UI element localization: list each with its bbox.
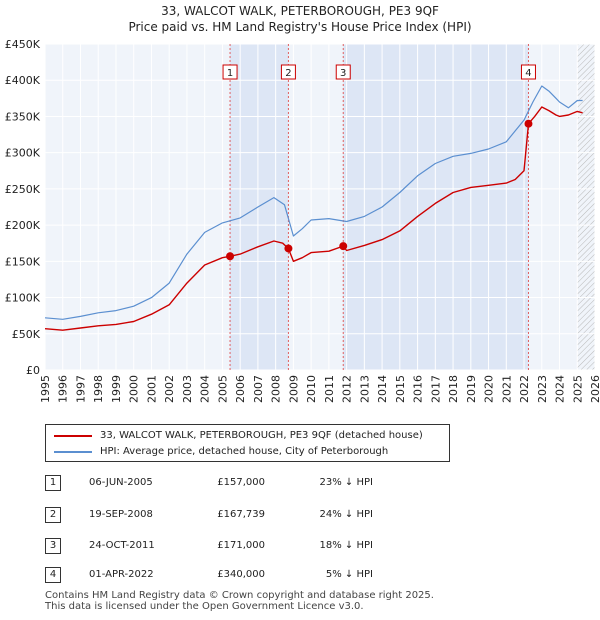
sale-point — [524, 119, 533, 128]
y-tick-label: £100K — [5, 292, 41, 305]
x-tick-label: 2013 — [358, 375, 371, 403]
y-tick-label: £0 — [26, 364, 40, 377]
x-tick-label: 2010 — [305, 375, 318, 403]
x-tick-label: 2011 — [323, 375, 336, 403]
x-tick-label: 1997 — [74, 375, 87, 403]
footer-licence: This data is licensed under the Open Gov… — [45, 601, 364, 612]
forecast-hatch — [577, 44, 595, 370]
transaction-hpi-diff: 23% ↓ HPI — [319, 477, 373, 488]
legend-swatch-hpi — [54, 451, 92, 453]
sale-span-band — [230, 44, 289, 370]
transaction-number: 2 — [45, 507, 61, 523]
x-tick-label: 2021 — [500, 375, 513, 403]
y-tick-label: £250K — [5, 183, 41, 196]
sale-label-box — [335, 64, 351, 80]
x-tick-label: 2025 — [571, 375, 584, 403]
x-tick-label: 2002 — [163, 375, 176, 403]
sale-point — [284, 244, 293, 253]
x-tick-label: 2012 — [341, 375, 354, 403]
legend-swatch-property — [54, 435, 92, 437]
y-tick-label: £400K — [5, 74, 41, 87]
transaction-date: 06-JUN-2005 — [89, 477, 153, 488]
x-tick-label: 1996 — [57, 375, 70, 403]
x-tick-label: 2006 — [234, 375, 247, 403]
x-tick-label: 2008 — [270, 375, 283, 403]
x-tick-label: 1999 — [110, 375, 123, 403]
x-tick-label: 2015 — [394, 375, 407, 403]
chart-title: 33, WALCOT WALK, PETERBOROUGH, PE3 9QF — [161, 4, 439, 18]
transaction-price: £167,739 — [217, 509, 265, 520]
sale-label-box — [222, 64, 238, 80]
x-tick-label: 2003 — [181, 375, 194, 403]
sale-point — [226, 252, 235, 261]
x-tick-label: 2017 — [429, 375, 442, 403]
legend-label-hpi: HPI: Average price, detached house, City… — [100, 446, 389, 457]
sale-label-number: 4 — [525, 68, 531, 79]
x-tick-label: 1995 — [39, 375, 52, 403]
y-tick-label: £350K — [5, 110, 41, 123]
legend-label-property: 33, WALCOT WALK, PETERBOROUGH, PE3 9QF (… — [100, 430, 423, 441]
y-tick-label: £200K — [5, 219, 41, 232]
x-tick-label: 2001 — [145, 375, 158, 403]
x-tick-label: 2026 — [589, 375, 600, 403]
legend: 33, WALCOT WALK, PETERBOROUGH, PE3 9QF (… — [45, 424, 450, 462]
transaction-date: 01-APR-2022 — [89, 569, 154, 580]
y-tick-label: £450K — [5, 38, 41, 51]
y-tick-label: £300K — [5, 147, 41, 160]
x-tick-label: 2019 — [465, 375, 478, 403]
transaction-hpi-diff: 18% ↓ HPI — [319, 540, 373, 551]
transaction-date: 24-OCT-2011 — [89, 540, 155, 551]
sale-label-number: 2 — [285, 68, 291, 79]
sale-label-number: 1 — [227, 68, 233, 79]
transaction-hpi-diff: 24% ↓ HPI — [319, 509, 373, 520]
x-tick-label: 2023 — [536, 375, 549, 403]
price-chart: 1 2 3 4 £0 £50K £100K £150K £200K £250K £300K £350K… — [5, 38, 600, 403]
transaction-price: £171,000 — [217, 540, 265, 551]
hpi-series-line — [44, 85, 583, 320]
chart-subtitle: Price paid vs. HM Land Registry's House … — [128, 20, 472, 34]
x-tick-label: 2005 — [216, 375, 229, 403]
transaction-hpi-diff: 5% ↓ HPI — [325, 569, 373, 580]
x-tick-label: 2022 — [518, 375, 531, 403]
sale-label-box — [520, 64, 536, 80]
transaction-price: £340,000 — [217, 569, 265, 580]
x-tick-label: 1998 — [92, 375, 105, 403]
x-tick-label: 2014 — [376, 375, 389, 403]
transaction-number: 3 — [45, 538, 61, 554]
sale-label-box — [280, 64, 296, 80]
sale-point — [339, 242, 348, 251]
x-tick-label: 2004 — [199, 375, 212, 403]
x-tick-label: 2016 — [412, 375, 425, 403]
transaction-date: 19-SEP-2008 — [89, 509, 153, 520]
sale-label-number: 3 — [340, 68, 346, 79]
x-tick-label: 2000 — [128, 375, 141, 403]
y-tick-label: £50K — [12, 328, 41, 341]
x-tick-label: 2020 — [483, 375, 496, 403]
transaction-number: 4 — [45, 567, 61, 583]
x-tick-label: 2007 — [252, 375, 265, 403]
y-tick-label: £150K — [5, 255, 41, 268]
sale-span-band — [343, 44, 529, 370]
transaction-price: £157,000 — [217, 477, 265, 488]
x-tick-label: 2009 — [287, 375, 300, 403]
x-tick-label: 2018 — [447, 375, 460, 403]
footer-copyright: Contains HM Land Registry data © Crown c… — [45, 590, 434, 601]
transaction-number: 1 — [45, 475, 61, 491]
x-tick-label: 2024 — [554, 375, 567, 403]
